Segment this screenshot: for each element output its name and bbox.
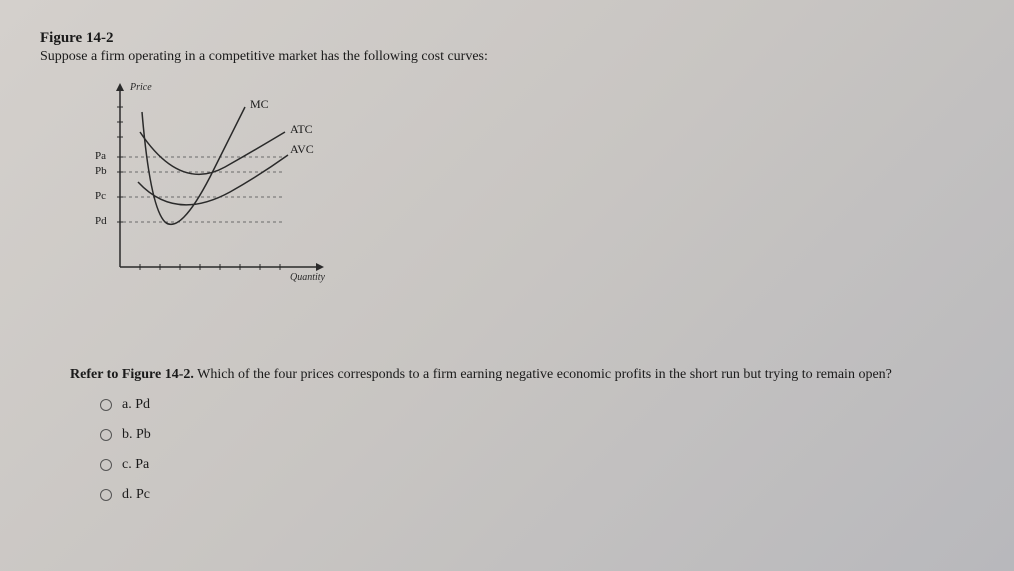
pc-label: Pc <box>95 190 106 202</box>
option-label: Pc <box>136 487 150 503</box>
figure-subtitle: Suppose a firm operating in a competitiv… <box>40 49 974 65</box>
option-letter: a. <box>122 397 132 413</box>
y-axis-label: Price <box>130 82 152 93</box>
radio-icon <box>100 459 112 471</box>
option-label: Pb <box>136 427 151 443</box>
option-label: Pd <box>135 397 150 413</box>
option-b[interactable]: b. Pb <box>100 427 974 443</box>
option-label: Pa <box>135 457 149 473</box>
atc-curve-label: ATC <box>290 122 313 137</box>
pd-label: Pd <box>95 215 107 227</box>
chart-svg <box>90 77 350 297</box>
x-axis-label: Quantity <box>290 272 325 283</box>
question-block: Refer to Figure 14-2. Which of the four … <box>70 367 974 503</box>
radio-icon <box>100 399 112 411</box>
mc-curve-label: MC <box>250 97 269 112</box>
option-a[interactable]: a. Pd <box>100 397 974 413</box>
radio-icon <box>100 489 112 501</box>
question-prefix: Refer to Figure 14-2. <box>70 367 194 382</box>
radio-icon <box>100 429 112 441</box>
option-c[interactable]: c. Pa <box>100 457 974 473</box>
figure-header: Figure 14-2 Suppose a firm operating in … <box>40 30 974 65</box>
option-letter: d. <box>122 487 133 503</box>
option-letter: b. <box>122 427 133 443</box>
question-body: Which of the four prices corresponds to … <box>194 367 892 382</box>
cost-curve-chart: Price Quantity MC ATC AVC Pa Pb Pc Pd <box>90 77 350 297</box>
pa-label: Pa <box>95 150 106 162</box>
pb-label: Pb <box>95 165 107 177</box>
option-letter: c. <box>122 457 132 473</box>
figure-title: Figure 14-2 <box>40 30 974 47</box>
question-text: Refer to Figure 14-2. Which of the four … <box>70 367 974 383</box>
avc-curve-label: AVC <box>290 142 314 157</box>
option-d[interactable]: d. Pc <box>100 487 974 503</box>
